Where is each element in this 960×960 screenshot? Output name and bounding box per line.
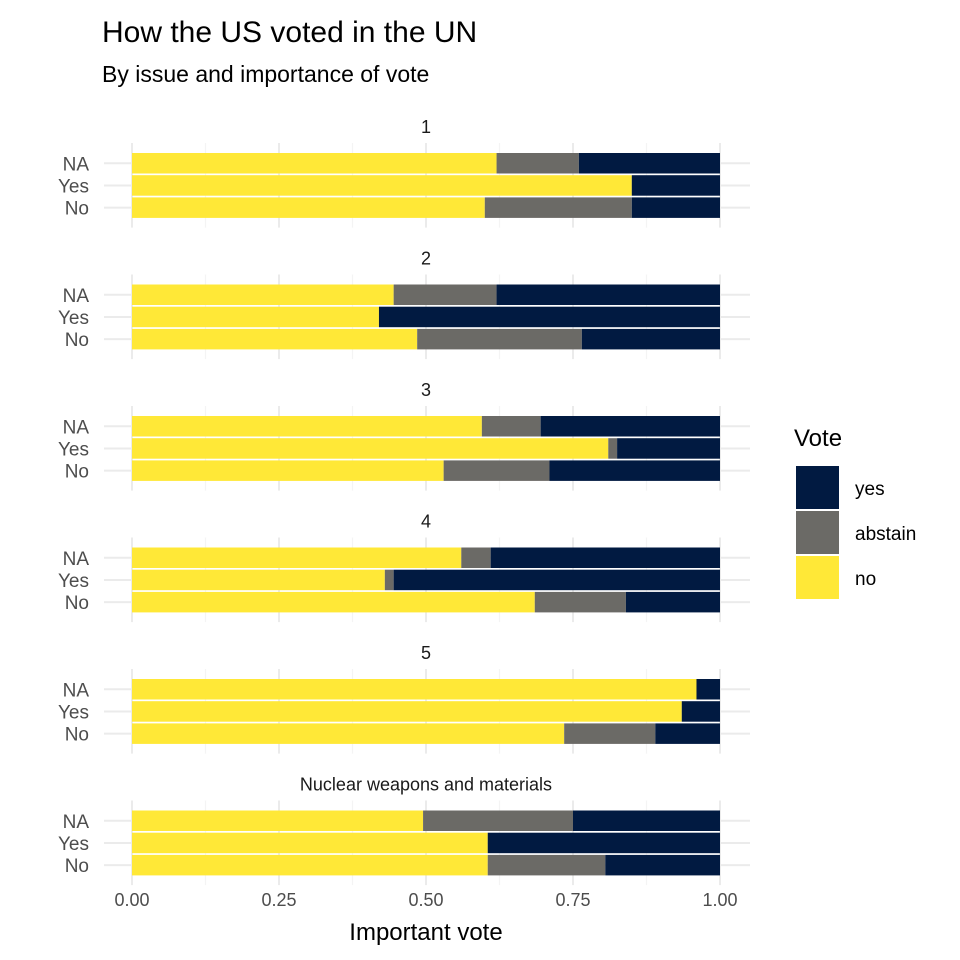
legend-label: abstain — [855, 524, 916, 545]
bar-segment-no — [132, 679, 697, 700]
bar-segment-yes — [655, 723, 720, 744]
bar-segment-no — [132, 723, 565, 744]
bar-segment-no — [132, 701, 682, 722]
bar-segment-no — [132, 153, 497, 174]
bar-segment-yes — [378, 306, 720, 328]
bar-segment-yes — [573, 810, 720, 831]
legend: Vote yes abstain no — [794, 425, 916, 599]
bar-segment-no — [132, 175, 632, 196]
bar-segment-no — [132, 832, 488, 854]
bar-segment-yes — [496, 284, 720, 305]
legend-key-abstain — [796, 511, 839, 554]
bar-segment-yes — [487, 832, 720, 854]
chart-title: How the US voted in the UN — [102, 16, 477, 49]
x-tick-label: 0.00 — [114, 890, 149, 910]
bar-segment-abstain — [443, 460, 550, 481]
y-tick-label: No — [65, 856, 89, 877]
bar-segment-abstain — [384, 569, 394, 591]
bar-segment-abstain — [487, 854, 606, 876]
y-tick-label: No — [65, 330, 89, 351]
legend-label: no — [855, 569, 876, 590]
bar-segment-abstain — [461, 547, 491, 568]
legend-key-yes — [796, 466, 839, 509]
bar-segment-abstain — [496, 153, 579, 174]
y-tick-label: NA — [63, 680, 90, 701]
bar-segment-abstain — [484, 197, 632, 218]
x-axis-title: Important vote — [349, 919, 502, 946]
y-tick-label: No — [65, 462, 89, 483]
bar-segment-yes — [625, 591, 720, 613]
bar-segment-yes — [581, 328, 720, 350]
facet-label: 2 — [421, 249, 431, 269]
y-tick-label: No — [65, 725, 89, 746]
y-tick-label: NA — [63, 549, 90, 570]
bar-segment-yes — [549, 460, 720, 481]
bar-segment-no — [132, 438, 609, 459]
bar-segment-abstain — [534, 591, 626, 613]
bar-segment-yes — [490, 547, 720, 568]
bar-segment-abstain — [423, 810, 573, 831]
bar-segment-yes — [696, 679, 720, 700]
bar-segment-no — [132, 328, 418, 350]
y-tick-label: No — [65, 593, 89, 614]
bar-segment-yes — [393, 569, 720, 591]
bar-segment-yes — [617, 438, 720, 459]
bar-segment-abstain — [393, 284, 497, 305]
y-tick-label: Yes — [58, 308, 89, 329]
bar-segment-no — [132, 416, 482, 437]
bar-segment-abstain — [564, 723, 656, 744]
chart-subtitle: By issue and importance of vote — [102, 61, 429, 87]
facet-label: 3 — [421, 380, 431, 400]
facets: 1NAYesNo2NAYesNo3NAYesNo4NAYesNo5NAYesNo… — [58, 117, 720, 877]
facet-label: 1 — [421, 117, 431, 137]
y-tick-label: NA — [63, 812, 90, 833]
legend-label: yes — [855, 479, 885, 500]
y-tick-label: Yes — [58, 176, 89, 197]
y-tick-label: NA — [63, 417, 90, 438]
x-axis: 0.00 0.25 0.50 0.75 1.00 — [114, 890, 737, 910]
facet-label: 4 — [421, 512, 431, 532]
bar-segment-yes — [605, 854, 720, 876]
bar-segment-abstain — [481, 416, 541, 437]
y-tick-label: Yes — [58, 439, 89, 460]
bar-segment-yes — [681, 701, 720, 722]
bar-segment-abstain — [417, 328, 582, 350]
bar-segment-yes — [631, 197, 720, 218]
bar-segment-abstain — [608, 438, 618, 459]
bar-segment-no — [132, 547, 462, 568]
bar-segment-yes — [540, 416, 720, 437]
bar-segment-yes — [631, 175, 720, 196]
bar-segment-no — [132, 284, 394, 305]
bar-segment-no — [132, 460, 444, 481]
bar-segment-no — [132, 197, 485, 218]
y-tick-label: No — [65, 199, 89, 220]
x-tick-label: 0.75 — [555, 890, 590, 910]
facet-label: Nuclear weapons and materials — [300, 775, 552, 795]
x-tick-label: 0.25 — [261, 890, 296, 910]
y-tick-label: Yes — [58, 834, 89, 855]
x-tick-label: 1.00 — [702, 890, 737, 910]
x-tick-label: 0.50 — [408, 890, 443, 910]
bar-segment-no — [132, 854, 488, 876]
bar-segment-no — [132, 306, 379, 328]
bar-segment-yes — [578, 153, 720, 174]
legend-key-no — [796, 556, 839, 599]
bar-segment-no — [132, 810, 424, 831]
legend-title: Vote — [794, 425, 842, 452]
y-tick-label: Yes — [58, 571, 89, 592]
y-tick-label: NA — [63, 154, 90, 175]
bar-segment-no — [132, 591, 535, 613]
facet-label: 5 — [421, 643, 431, 663]
bar-segment-no — [132, 569, 385, 591]
y-tick-label: Yes — [58, 702, 89, 723]
y-tick-label: NA — [63, 286, 90, 307]
